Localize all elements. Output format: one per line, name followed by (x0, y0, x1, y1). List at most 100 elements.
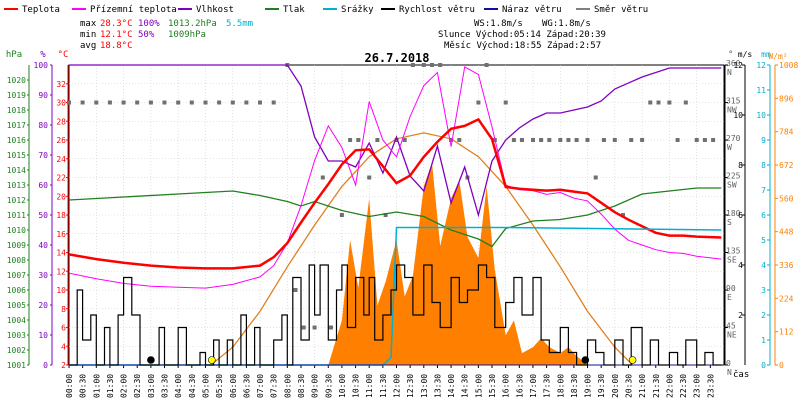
hpa-tick-label: 1018 (7, 106, 26, 115)
x-tick-label: 10:00 (338, 374, 347, 398)
x-tick-label: 06:30 (242, 374, 251, 398)
stats-avg-temp: 18.8°C (100, 41, 133, 51)
x-tick-label: 14:00 (447, 374, 456, 398)
pct-tick-label: 80 (38, 121, 48, 130)
stats-wg: WG:1.8m/s (542, 19, 591, 29)
dir-tick-compass: E (727, 293, 732, 302)
series-smer-vetru-point (503, 100, 508, 105)
wm2-tick-label: 224 (779, 294, 794, 303)
series-smer-vetru-point (667, 100, 672, 105)
pct-tick-label: 10 (38, 331, 48, 340)
pct-tick-label: 20 (38, 301, 48, 310)
hpa-tick-label: 1009 (7, 241, 26, 250)
ms-tick-label: 2 (738, 311, 743, 320)
series-smer-vetru-point (421, 63, 426, 67)
pct-tick-label: 70 (38, 151, 48, 160)
x-axis-label: čas (733, 369, 749, 380)
series-smer-vetru-point (67, 100, 71, 105)
series-smer-vetru-point (601, 138, 606, 142)
legend-label-teplota: Teplota (22, 5, 60, 15)
stats-min-hum: 50% (138, 30, 155, 40)
hpa-tick-label: 1011 (7, 211, 26, 220)
series-smer-vetru-point (348, 138, 353, 142)
series-tlak (68, 187, 722, 248)
hpa-tick-label: 1004 (7, 316, 26, 325)
dir-tick-degrees: 180 (726, 209, 741, 218)
temp-tick-label: 24 (56, 155, 66, 164)
wm2-axis-label: W/m² (768, 52, 787, 61)
pct-tick-label: 50 (38, 211, 48, 220)
series-smer-vetru-point (244, 100, 249, 105)
sunrise-marker (208, 356, 216, 364)
ms-tick-label: 6 (738, 211, 743, 220)
hpa-tick-label: 1015 (7, 151, 26, 160)
mm-tick-label: 6 (761, 211, 766, 220)
series-smer-vetru-point (375, 138, 380, 142)
temp-tick-label: 6 (61, 324, 66, 333)
hpa-tick-label: 1006 (7, 286, 26, 295)
dir-axis-label: ° (728, 50, 733, 60)
wm2-tick-label: 560 (779, 194, 794, 203)
series-smer-vetru-point (162, 100, 167, 105)
dir-tick-compass: NE (727, 331, 737, 340)
dir-tick-degrees: 135 (726, 247, 741, 256)
dir-tick-degrees: 45 (726, 322, 736, 331)
series-smer-vetru-point (217, 100, 222, 105)
series-smer-vetru-point (675, 138, 680, 142)
x-tick-label: 20:00 (611, 374, 620, 398)
series-smer-vetru-point (107, 100, 112, 105)
dir-tick-degrees: 225 (726, 172, 741, 181)
temp-tick-label: 26 (56, 136, 66, 145)
pct-axis-label: % (40, 50, 46, 60)
series-smer-vetru-point (656, 100, 661, 105)
ms-tick-label: 8 (738, 161, 743, 170)
hpa-tick-label: 1010 (7, 226, 26, 235)
temp-tick-label: 2 (61, 361, 66, 370)
series-smer-vetru-point (203, 100, 208, 105)
stats-min-press: 1009hPa (168, 30, 206, 40)
mm-tick-label: 2 (761, 311, 766, 320)
stats-max-hum: 100% (138, 19, 160, 29)
x-tick-label: 12:30 (406, 374, 415, 398)
series-smer-vetru-point (585, 138, 590, 142)
x-tick-label: 03:00 (147, 374, 156, 398)
temp-tick-label: 14 (56, 249, 66, 258)
series-smer-vetru-point (394, 138, 399, 142)
series-smer-vetru-point (640, 138, 645, 142)
hpa-tick-label: 1020 (7, 76, 26, 85)
chart-title: 26.7.2018 (364, 51, 429, 65)
series-smer-vetru-point (438, 63, 443, 67)
legend-label-tlak: Tlak (283, 5, 305, 15)
series-teplota (68, 117, 722, 270)
stats-panel: max 28.3°C 100% 1013.2hPa 5.5mm min 12.1… (80, 19, 606, 51)
stats-max-label: max (80, 19, 97, 29)
dir-tick-degrees: 360 (726, 59, 741, 68)
hpa-tick-label: 1001 (7, 361, 26, 370)
axes: 00:00 00:30 01:00 01:30 02:00 02:30 03:00 03:30… (6, 50, 799, 398)
series-smer-vetru-point (531, 138, 535, 142)
dir-tick-compass: NW (727, 106, 737, 115)
series-smer-vetru-point (148, 100, 153, 105)
series-smer-vetru-point (702, 138, 707, 142)
hpa-tick-label: 1002 (7, 346, 26, 355)
hpa-tick-label: 1016 (7, 136, 26, 145)
x-tick-label: 08:00 (283, 374, 292, 398)
temp-tick-label: 10 (56, 286, 66, 295)
temp-tick-label: 30 (56, 99, 66, 108)
x-tick-label: 22:30 (679, 374, 688, 398)
x-tick-label: 12:00 (393, 374, 402, 398)
series-slunecni-svit (210, 132, 634, 366)
series-smer-vetru-point (410, 63, 415, 67)
x-tick-label: 04:00 (174, 374, 183, 398)
series-smer-vetru-point (339, 213, 344, 217)
dir-tick-degrees: 270 (726, 134, 741, 143)
x-tick-label: 21:00 (638, 374, 647, 398)
sunset-marker (628, 356, 637, 364)
x-tick-label: 19:00 (584, 374, 593, 398)
x-tick-label: 05:00 (201, 374, 210, 398)
x-tick-label: 18:00 (556, 374, 565, 398)
legend-label-smer-vetru: Směr větru (594, 5, 648, 15)
x-tick-label: 09:00 (311, 374, 320, 398)
series-smer-vetru-point (135, 100, 140, 105)
x-tick-label: 11:30 (379, 374, 388, 398)
